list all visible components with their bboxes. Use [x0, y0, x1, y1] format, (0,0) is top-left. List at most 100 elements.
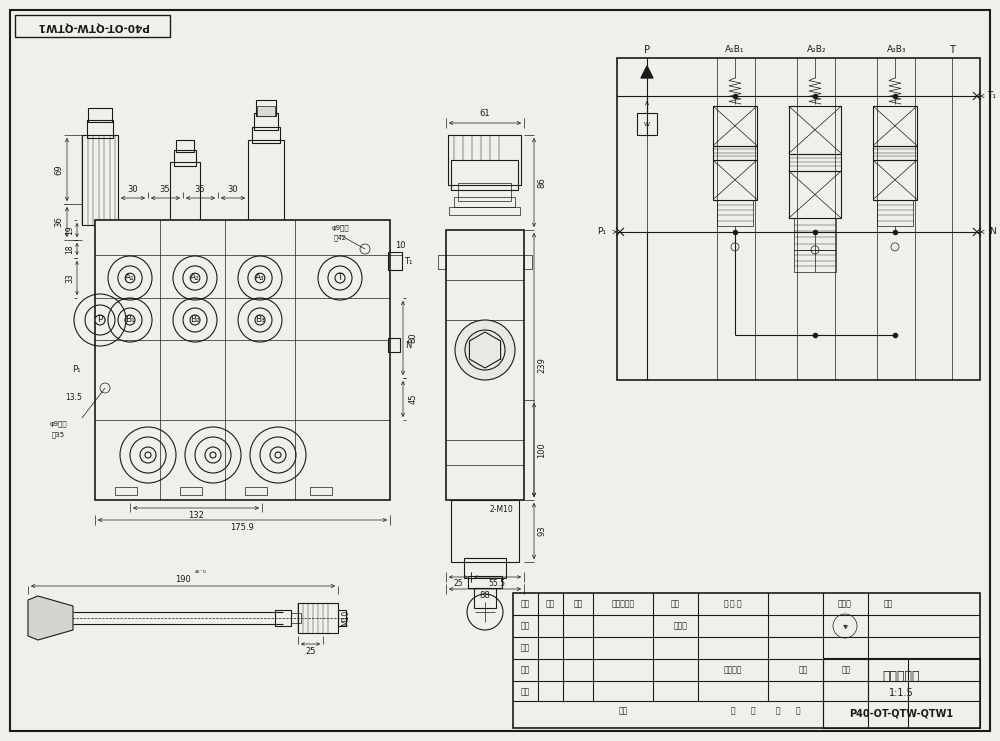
Text: 30: 30 — [228, 185, 238, 194]
Bar — [794, 250, 836, 272]
Text: P: P — [97, 316, 103, 325]
Text: P40-OT-QTW-QTW1: P40-OT-QTW-QTW1 — [36, 21, 148, 31]
Text: 审核: 审核 — [520, 665, 530, 674]
Bar — [794, 219, 836, 250]
Bar — [170, 162, 200, 224]
Text: 校对: 校对 — [520, 643, 530, 653]
Text: 深35: 深35 — [51, 432, 65, 439]
Text: 35: 35 — [195, 185, 205, 194]
Text: 18: 18 — [66, 245, 74, 253]
Text: 25: 25 — [453, 579, 463, 588]
Bar — [789, 170, 841, 219]
Text: 签名: 签名 — [670, 599, 680, 608]
Text: 比例: 比例 — [841, 665, 851, 674]
Text: A₃: A₃ — [255, 273, 265, 282]
Circle shape — [255, 273, 265, 283]
Text: 分区: 分区 — [573, 599, 583, 608]
Circle shape — [145, 452, 151, 458]
Bar — [873, 160, 917, 199]
Text: 处数: 处数 — [545, 599, 555, 608]
Bar — [275, 610, 291, 626]
Text: 标记: 标记 — [520, 599, 530, 608]
Text: 更改文件号: 更改文件号 — [611, 599, 635, 608]
Bar — [458, 183, 511, 201]
Bar — [256, 100, 276, 116]
Text: 第: 第 — [776, 706, 780, 716]
Bar — [252, 127, 280, 143]
Text: ⁴⁵˙⁰: ⁴⁵˙⁰ — [195, 571, 207, 577]
Text: 1:1.5: 1:1.5 — [889, 688, 914, 698]
Bar — [823, 658, 980, 728]
Bar — [464, 558, 506, 578]
Text: P₁: P₁ — [72, 365, 80, 374]
Text: P40-OT-QTW-QTW1: P40-OT-QTW-QTW1 — [849, 708, 954, 718]
Text: T: T — [337, 273, 343, 282]
Bar — [338, 610, 346, 626]
Text: 年.月.日: 年.月.日 — [724, 599, 742, 608]
Text: B₁: B₁ — [125, 316, 135, 325]
Text: T₁: T₁ — [988, 91, 996, 101]
Text: 33: 33 — [66, 273, 74, 283]
Bar — [713, 160, 757, 199]
Text: 10: 10 — [395, 241, 405, 250]
Text: 93: 93 — [538, 525, 546, 536]
Bar — [448, 135, 521, 185]
Text: 共: 共 — [731, 706, 735, 716]
Bar — [637, 113, 657, 135]
Bar — [877, 199, 913, 226]
Circle shape — [335, 273, 345, 283]
Text: 100: 100 — [538, 442, 546, 458]
Text: B₂: B₂ — [190, 316, 200, 325]
Bar — [388, 252, 402, 270]
Bar — [617, 58, 980, 380]
Text: 175.9: 175.9 — [230, 522, 254, 531]
Text: 批准: 批准 — [618, 706, 628, 716]
Text: T₁: T₁ — [404, 256, 412, 265]
Bar — [873, 145, 917, 160]
Text: 69: 69 — [54, 165, 64, 176]
Text: 86: 86 — [538, 177, 546, 188]
Text: W: W — [644, 122, 650, 127]
Bar — [454, 197, 515, 207]
Bar — [88, 108, 112, 122]
Text: 19: 19 — [66, 225, 74, 235]
Text: 设计: 设计 — [520, 622, 530, 631]
Text: 13.5: 13.5 — [66, 393, 82, 402]
Text: A₁B₁: A₁B₁ — [725, 45, 745, 55]
Bar — [248, 140, 284, 224]
Bar — [245, 487, 267, 495]
Bar — [291, 613, 301, 623]
Bar — [15, 15, 170, 37]
Text: A₂B₂: A₂B₂ — [807, 45, 827, 55]
Text: 45: 45 — [409, 393, 418, 405]
Bar — [87, 120, 113, 138]
Text: 2-M10: 2-M10 — [489, 505, 513, 514]
Bar — [174, 150, 196, 166]
Bar — [438, 255, 446, 269]
Bar — [451, 160, 518, 190]
Circle shape — [190, 315, 200, 325]
Text: 35: 35 — [160, 185, 170, 194]
Circle shape — [255, 315, 265, 325]
Text: N: N — [405, 341, 411, 350]
Text: 25: 25 — [305, 646, 316, 656]
Text: 36: 36 — [54, 216, 64, 227]
Text: 标准化: 标准化 — [674, 622, 688, 631]
Bar — [449, 207, 520, 215]
Text: 静良答记: 静良答记 — [724, 665, 742, 674]
Text: φ9通孔: φ9通孔 — [49, 421, 67, 428]
Text: P₁: P₁ — [598, 227, 606, 236]
Bar — [468, 576, 502, 588]
Text: 61: 61 — [480, 108, 490, 118]
Bar — [513, 593, 980, 728]
Bar — [82, 135, 118, 225]
Bar — [446, 230, 524, 500]
Text: 工艺: 工艺 — [520, 688, 530, 697]
Text: 三联多路阀: 三联多路阀 — [883, 671, 920, 683]
Text: 张: 张 — [796, 706, 800, 716]
Text: A₃B₃: A₃B₃ — [887, 45, 907, 55]
Bar — [176, 140, 194, 152]
Bar — [95, 220, 390, 500]
Text: 239: 239 — [538, 357, 546, 373]
Text: A₁: A₁ — [125, 273, 135, 282]
